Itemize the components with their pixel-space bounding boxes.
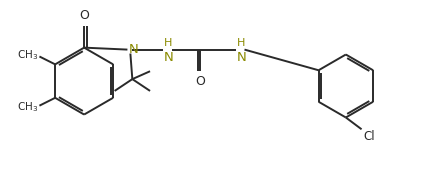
Text: CH$_3$: CH$_3$	[17, 100, 39, 114]
Text: O: O	[79, 9, 89, 22]
Text: N: N	[164, 51, 174, 64]
Text: Cl: Cl	[363, 130, 375, 143]
Text: CH$_3$: CH$_3$	[17, 49, 39, 62]
Text: N: N	[237, 51, 247, 64]
Text: O: O	[195, 75, 205, 88]
Text: H: H	[164, 38, 172, 48]
Text: N: N	[128, 43, 138, 56]
Text: H: H	[237, 38, 245, 48]
